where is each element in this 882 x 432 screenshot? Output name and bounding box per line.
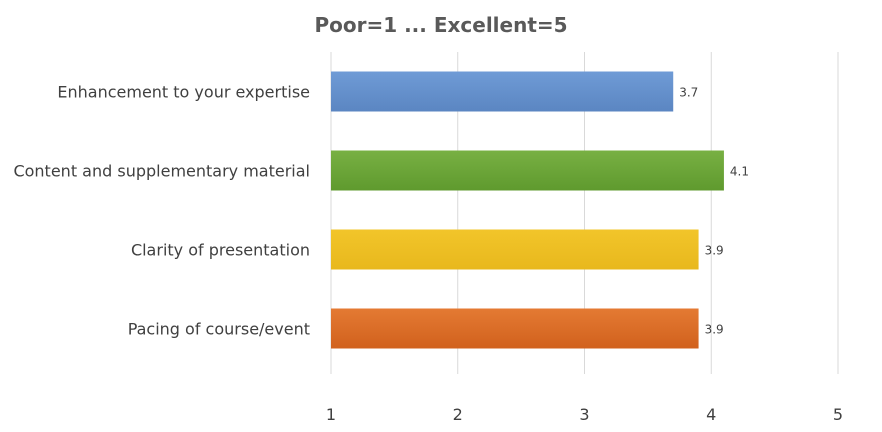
data-label-1: 3.7 <box>679 86 698 100</box>
x-tick-label-5: 5 <box>833 405 843 424</box>
bar-2 <box>331 150 724 191</box>
data-label-3: 3.9 <box>705 244 724 258</box>
x-tick-label-4: 4 <box>706 405 716 424</box>
x-tick-label-1: 1 <box>326 405 336 424</box>
bar-3 <box>331 229 699 270</box>
bar-4 <box>331 308 699 349</box>
bar-1 <box>331 71 674 112</box>
x-tick-label-3: 3 <box>579 405 589 424</box>
bars <box>331 71 724 349</box>
x-tick-label-2: 2 <box>453 405 463 424</box>
category-label-2: Content and supplementary material <box>13 162 310 181</box>
category-label-4: Pacing of course/event <box>128 320 310 339</box>
data-labels: 3.7 4.1 3.9 3.9 <box>679 86 749 337</box>
category-label-3: Clarity of presentation <box>131 241 310 260</box>
category-labels: Enhancement to your expertise Content and… <box>13 83 310 339</box>
x-axis-ticks: 1 2 3 4 5 <box>326 405 843 424</box>
chart-title: Poor=1 ... Excellent=5 <box>314 13 567 37</box>
data-label-2: 4.1 <box>730 165 749 179</box>
data-label-4: 3.9 <box>705 323 724 337</box>
category-label-1: Enhancement to your expertise <box>57 83 310 102</box>
